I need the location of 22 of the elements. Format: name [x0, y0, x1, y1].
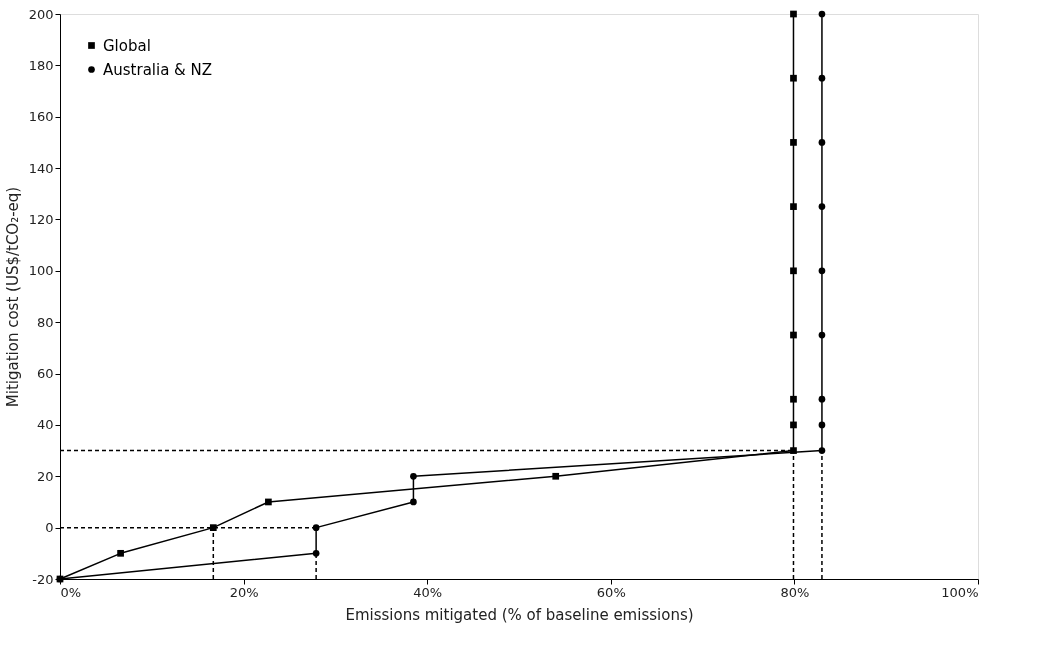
- y-axis-title: Mitigation cost (US$/tCO₂-eq): [3, 186, 22, 408]
- y-tick-label: 140: [28, 160, 54, 176]
- y-tick-label: 180: [28, 57, 54, 73]
- x-tick-label: 20%: [229, 584, 259, 600]
- x-tick-label: 100%: [941, 584, 979, 600]
- legend-label: Global: [103, 36, 151, 55]
- x-tick-label: 40%: [413, 584, 443, 600]
- y-tick-label: 120: [28, 211, 54, 227]
- y-tick-label: 20: [36, 468, 54, 484]
- y-tick-label: 160: [28, 109, 54, 125]
- y-tick-label: 40: [36, 417, 54, 433]
- y-tick-label: 80: [36, 314, 54, 330]
- y-tick-label: 0: [45, 520, 54, 536]
- legend-label: Australia & NZ: [103, 60, 213, 79]
- y-tick-label: 100: [28, 263, 54, 279]
- y-tick-label: 200: [28, 6, 54, 22]
- y-tick-label: -20: [32, 571, 54, 587]
- x-tick-label: 60%: [596, 584, 626, 600]
- x-tick-label: 0%: [60, 584, 82, 600]
- x-tick-label: 80%: [780, 584, 810, 600]
- x-axis-title: Emissions mitigated (% of baseline emissions): [345, 605, 694, 624]
- y-tick-label: 60: [36, 366, 54, 382]
